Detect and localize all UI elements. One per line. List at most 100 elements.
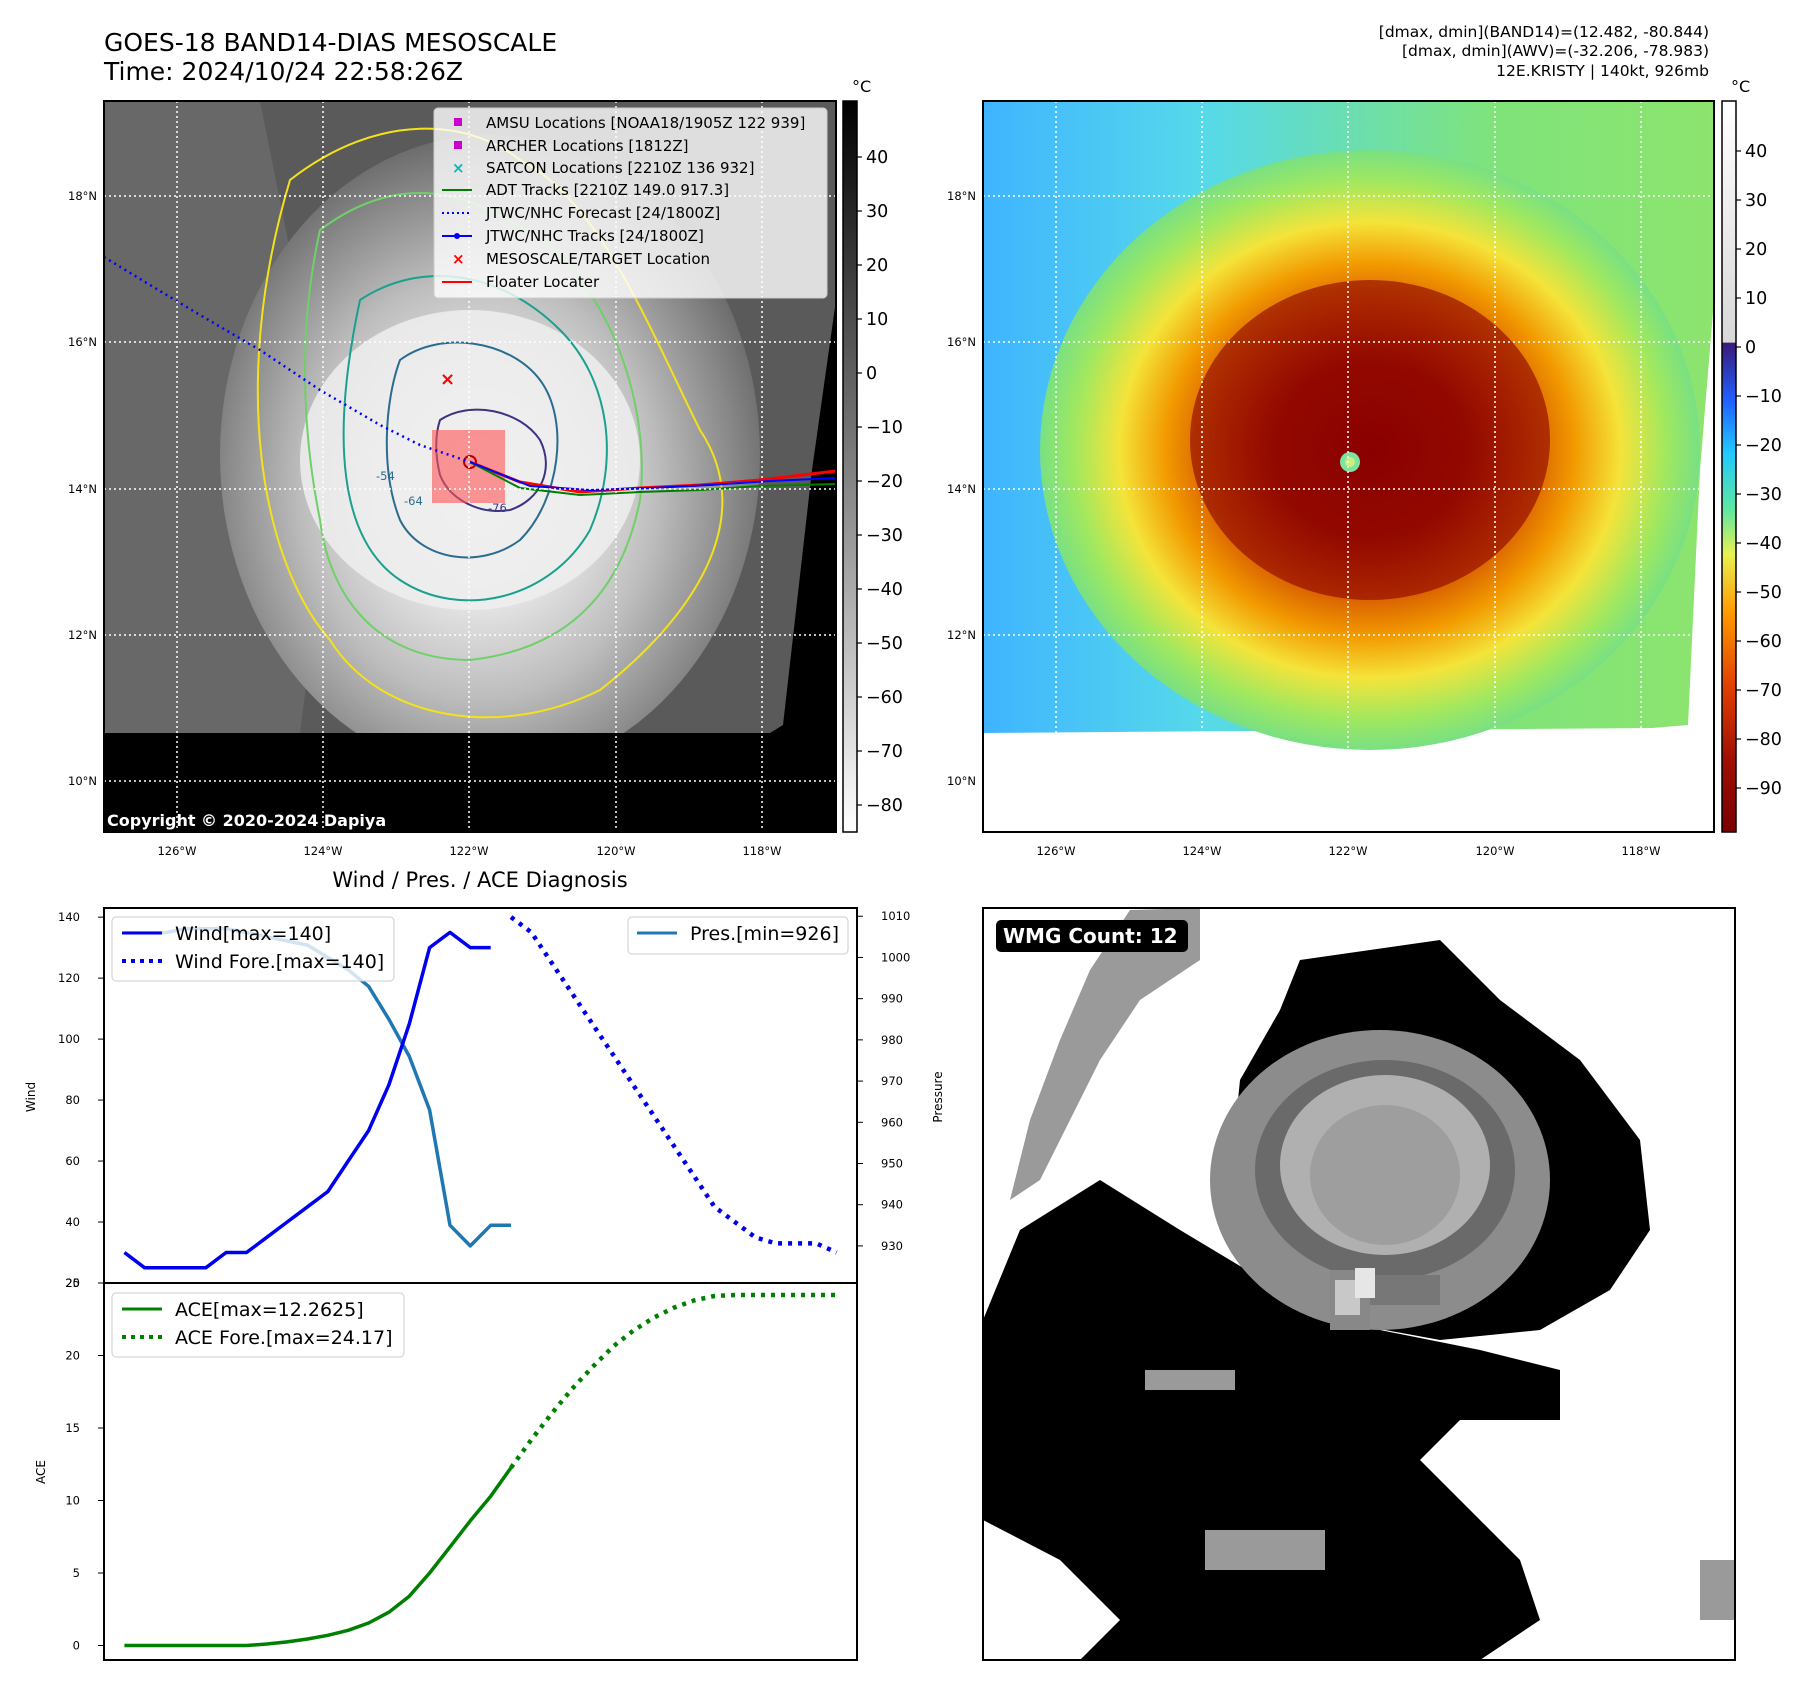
legend-pressure: Pres.[min=926] <box>690 923 839 945</box>
ace-axis-label: ACE <box>34 1460 48 1484</box>
contour-label-64: -64 <box>404 494 423 508</box>
contour-label-54: -54 <box>376 469 395 483</box>
legend-floater: Floater Locater <box>486 273 600 291</box>
color-colorbar-tick-label: −30 <box>1745 485 1782 505</box>
ace-tick-label: 25 <box>65 1276 80 1290</box>
copyright-text: Copyright © 2020-2024 Dapiya <box>107 811 386 830</box>
contour-label-76: -76 <box>488 501 507 515</box>
legend-wind: Wind[max=140] <box>175 923 331 945</box>
pressure-tick-label: 960 <box>881 1115 903 1129</box>
wind-axis-label: Wind <box>24 1082 38 1112</box>
color-colorbar-tick-label: −40 <box>1745 534 1782 554</box>
stats-line-3: 12E.KRISTY | 140kt, 926mb <box>1496 62 1709 80</box>
color-map-grid <box>983 101 1714 832</box>
wmg-panel <box>983 908 1735 1660</box>
gray-colorbar: °C 40 30 20 10 0 −10 −20 −30 −40 −50 −60 −70 −80 <box>842 77 903 833</box>
legend-ace-fore: ACE Fore.[max=24.17] <box>175 1327 393 1349</box>
lat-label-18n: 18°N <box>68 189 97 203</box>
lon-label-122w: 122°W <box>449 844 488 858</box>
ace-tick-label: 10 <box>65 1494 80 1508</box>
color-lat-14n: 14°N <box>947 482 976 496</box>
legend-satcon: SATCON Locations [2210Z 136 932] <box>486 159 754 177</box>
wind-legend: Wind[max=140] Wind Fore.[max=140] <box>111 916 395 982</box>
legend-amsu: AMSU Locations [NOAA18/1905Z 122 939] <box>486 114 805 132</box>
pressure-tick-label: 930 <box>881 1239 903 1253</box>
lat-label-10n: 10°N <box>68 774 97 788</box>
color-colorbar-tick-label: −80 <box>1745 730 1782 750</box>
color-colorbar-tick-label: −50 <box>1745 583 1782 603</box>
gray-colorbar-unit: °C <box>852 77 871 96</box>
lat-label-14n: 14°N <box>68 482 97 496</box>
pressure-tick-label: 980 <box>881 1033 903 1047</box>
ace-series <box>124 1292 837 1648</box>
ace-frame <box>103 1282 858 1661</box>
pressure-legend: Pres.[min=926] <box>627 916 849 955</box>
ace-tick-label: 0 <box>73 1639 80 1653</box>
wind-axis-ticks: 20 40 60 80 100 120 140 <box>58 910 104 1290</box>
color-colorbar-tick-label: −60 <box>1745 632 1782 652</box>
legend-tracks: JTWC/NHC Tracks [24/1800Z] <box>485 227 704 245</box>
wind-forecast-line <box>509 915 838 1255</box>
wmg-frame <box>982 907 1736 1661</box>
gray-colorbar-tick-label: 10 <box>866 310 888 330</box>
ir-map-lon-labels: 126°W 124°W 122°W 120°W 118°W <box>157 844 781 858</box>
wmg-count-badge: WMG Count: 12 <box>996 920 1188 952</box>
color-lon-126w: 126°W <box>1036 844 1075 858</box>
color-lon-118w: 118°W <box>1621 844 1660 858</box>
legend-ace: ACE[max=12.2625] <box>175 1299 364 1321</box>
wind-line <box>123 930 491 1270</box>
gray-colorbar-tick-label: −70 <box>866 742 903 762</box>
color-map-frame <box>982 100 1715 833</box>
color-colorbar-tick-label: 0 <box>1745 338 1756 358</box>
color-lat-12n: 12°N <box>947 628 976 642</box>
lat-label-12n: 12°N <box>68 628 97 642</box>
gray-colorbar-tick-label: −80 <box>866 796 903 816</box>
color-colorbar-tick-label: −90 <box>1745 779 1782 799</box>
mesoscale-marker: × <box>452 250 465 268</box>
color-lon-120w: 120°W <box>1475 844 1514 858</box>
pressure-tick-label: 940 <box>881 1198 903 1212</box>
legend-archer: ARCHER Locations [1812Z] <box>486 137 689 155</box>
figure-title: GOES-18 BAND14-DIAS MESOSCALE <box>104 28 558 57</box>
legend-wind-fore: Wind Fore.[max=140] <box>175 951 384 973</box>
diagnosis-title: Wind / Pres. / ACE Diagnosis <box>332 868 627 892</box>
ace-line <box>124 1466 513 1648</box>
satcon-marker: × <box>452 159 465 177</box>
color-colorbar-tick-label: −70 <box>1745 681 1782 701</box>
figure-time: Time: 2024/10/24 22:58:26Z <box>104 57 463 86</box>
wind-tick-label: 60 <box>65 1154 80 1168</box>
pressure-axis-ticks: 930 940 950 960 970 980 990 1000 1010 <box>857 909 910 1253</box>
color-lat-18n: 18°N <box>947 189 976 203</box>
wind-tick-label: 40 <box>65 1215 80 1229</box>
pressure-tick-label: 970 <box>881 1074 903 1088</box>
pressure-tick-label: 1010 <box>881 909 910 923</box>
color-colorbar: °C 40 30 20 10 0 −10 −20 −30 −40 −50 −60 −70 −80 −90 <box>1721 77 1782 833</box>
lon-label-118w: 118°W <box>742 844 781 858</box>
ir-map-frame <box>103 100 837 833</box>
wind-tick-label: 80 <box>65 1093 80 1107</box>
ir-map-lat-labels: 18°N 16°N 14°N 12°N 10°N <box>68 189 97 788</box>
color-colorbar-tick-label: 40 <box>1745 142 1767 162</box>
color-colorbar-tick-label: 10 <box>1745 289 1767 309</box>
ace-tick-label: 5 <box>73 1566 80 1580</box>
map-legend: AMSU Locations [NOAA18/1905Z 122 939] AR… <box>433 107 828 299</box>
gray-colorbar-tick-label: −30 <box>866 526 903 546</box>
color-colorbar-unit: °C <box>1731 77 1750 96</box>
pressure-tick-label: 1000 <box>881 950 910 964</box>
color-colorbar-tick-label: 30 <box>1745 191 1767 211</box>
target-location-marker: × <box>440 369 455 390</box>
color-map-lat-labels: 18°N 16°N 14°N 12°N 10°N <box>947 189 976 788</box>
color-map-lon-labels: 126°W 124°W 122°W 120°W 118°W <box>1036 844 1660 858</box>
gray-colorbar-tick-label: −40 <box>866 580 903 600</box>
gray-colorbar-tick-label: −60 <box>866 688 903 708</box>
wmg-count-text: WMG Count: 12 <box>1003 924 1178 948</box>
wind-tick-label: 140 <box>58 910 80 924</box>
pressure-tick-label: 950 <box>881 1156 903 1170</box>
gray-colorbar-tick-label: 40 <box>866 148 888 168</box>
stats-line-2: [dmax, dmin](AWV)=(-32.206, -78.983) <box>1402 42 1709 60</box>
wind-tick-label: 100 <box>58 1032 80 1046</box>
color-colorbar-tick-label: 20 <box>1745 240 1767 260</box>
gray-colorbar-tick-label: 0 <box>866 364 877 384</box>
